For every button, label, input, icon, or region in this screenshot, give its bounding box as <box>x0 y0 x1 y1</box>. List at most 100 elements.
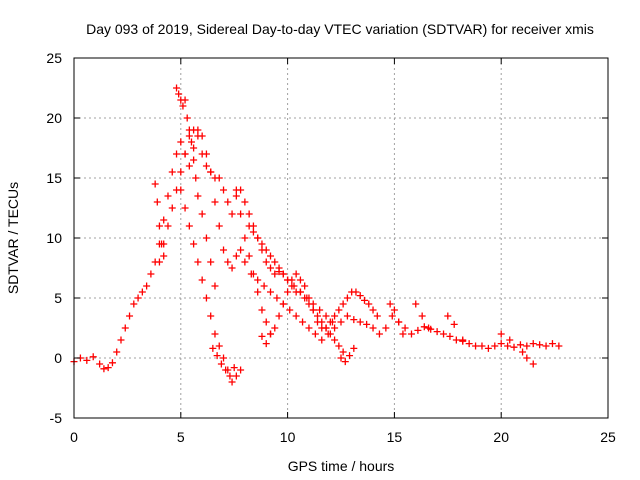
data-point <box>262 318 270 326</box>
data-point <box>322 312 330 320</box>
data-point <box>104 364 112 372</box>
data-point <box>326 330 334 338</box>
data-point <box>209 344 217 352</box>
data-point <box>316 306 324 314</box>
data-point <box>369 306 377 314</box>
data-point <box>190 144 198 152</box>
data-point <box>207 168 215 176</box>
data-point <box>335 342 343 350</box>
data-point <box>418 312 426 320</box>
data-point <box>326 318 334 326</box>
data-point <box>192 174 200 182</box>
data-point <box>314 312 322 320</box>
data-point <box>536 341 544 349</box>
data-point <box>138 288 146 296</box>
data-point <box>155 222 163 230</box>
y-tick-label: 20 <box>46 110 62 126</box>
data-point <box>168 168 176 176</box>
data-point <box>185 126 193 134</box>
data-point <box>478 342 486 350</box>
data-point <box>211 330 219 338</box>
data-point <box>331 336 339 344</box>
data-point <box>322 324 330 332</box>
data-point <box>262 258 270 266</box>
data-point <box>83 356 91 364</box>
data-point <box>548 340 556 348</box>
x-tick-label: 25 <box>600 429 616 445</box>
data-point <box>284 276 292 284</box>
data-point <box>284 288 292 296</box>
x-tick-label: 20 <box>493 429 509 445</box>
data-point <box>258 246 266 254</box>
data-point <box>343 312 351 320</box>
data-point <box>350 344 358 352</box>
data-points <box>70 84 563 386</box>
data-point <box>339 348 347 356</box>
data-point <box>309 306 317 314</box>
data-point <box>341 358 349 366</box>
data-point <box>271 324 279 332</box>
data-point <box>373 312 381 320</box>
data-point <box>198 210 206 218</box>
data-point <box>232 252 240 260</box>
x-tick-label: 0 <box>70 429 78 445</box>
data-point <box>173 150 181 158</box>
data-point <box>529 340 537 348</box>
data-point <box>181 150 189 158</box>
data-point <box>211 198 219 206</box>
data-point <box>311 330 319 338</box>
data-point <box>390 306 398 314</box>
data-point <box>207 312 215 320</box>
data-point <box>286 306 294 314</box>
y-tick-label: 25 <box>46 50 62 66</box>
data-point <box>202 162 210 170</box>
data-point <box>369 324 377 332</box>
data-point <box>89 353 97 361</box>
data-point <box>187 138 195 146</box>
data-point <box>230 364 238 372</box>
data-point <box>198 150 206 158</box>
data-point <box>318 336 326 344</box>
data-point <box>331 324 339 332</box>
data-point <box>224 258 232 266</box>
data-point <box>175 90 183 98</box>
data-point <box>375 330 383 338</box>
data-point <box>497 340 505 348</box>
data-point <box>356 292 364 300</box>
data-point <box>254 234 262 242</box>
data-point <box>555 342 563 350</box>
data-point <box>198 276 206 284</box>
data-point <box>296 288 304 296</box>
data-point <box>237 366 245 374</box>
data-point <box>450 320 458 328</box>
data-point <box>519 348 527 356</box>
data-point <box>228 210 236 218</box>
data-point <box>386 300 394 308</box>
data-point <box>331 312 339 320</box>
data-point <box>414 326 422 334</box>
x-tick-label: 15 <box>387 429 403 445</box>
data-point <box>220 354 228 362</box>
data-point <box>444 312 452 320</box>
data-point <box>215 342 223 350</box>
data-point <box>217 360 225 368</box>
data-point <box>262 340 270 348</box>
data-point <box>301 294 309 302</box>
data-point <box>185 222 193 230</box>
data-point <box>260 282 268 290</box>
data-point <box>523 354 531 362</box>
data-point <box>130 300 138 308</box>
data-point <box>177 168 185 176</box>
data-point <box>164 192 172 200</box>
data-point <box>173 84 181 92</box>
data-point <box>343 294 351 302</box>
data-point <box>401 324 409 332</box>
data-point <box>440 330 448 338</box>
data-point <box>305 300 313 308</box>
data-point <box>350 316 358 324</box>
data-point <box>245 210 253 218</box>
data-point <box>258 306 266 314</box>
data-point <box>245 222 253 230</box>
data-point <box>296 276 304 284</box>
